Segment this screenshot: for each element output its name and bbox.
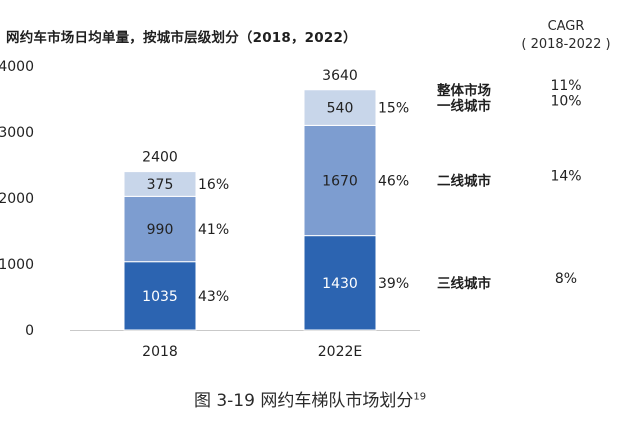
x-tick-label: 2018	[142, 344, 178, 360]
caption-text: 图 3-19 网约车梯队市场划分	[193, 391, 414, 411]
x-tick-label: 2022E	[318, 344, 362, 360]
cagr-header-period: ( 2018-2022 )	[521, 37, 611, 52]
legend-total-market: 整体市场	[437, 82, 491, 99]
bar-value-label: 1430	[322, 276, 358, 292]
y-tick-label-3000: 3000	[0, 125, 34, 141]
cagr-header-label: CAGR	[547, 19, 585, 34]
chart-title: 网约车市场日均单量，按城市层级划分（2018，2022）	[6, 30, 357, 46]
bar-segment-2022E-2	[303, 89, 377, 126]
legend-一线城市: 一线城市	[437, 98, 491, 115]
share-label: 39%	[378, 276, 409, 292]
share-label: 46%	[378, 174, 409, 190]
bar-segment-2018-0	[123, 261, 197, 331]
share-label: 16%	[198, 177, 229, 193]
total-label: 2400	[142, 150, 178, 166]
legend-二线城市: 二线城市	[437, 173, 491, 190]
cagr-二线城市: 14%	[550, 169, 581, 185]
cagr-header: CAGR ( 2018-2022 )	[516, 18, 616, 54]
bar-segment-2018-2	[123, 171, 197, 197]
y-tick-label-1000: 1000	[0, 257, 34, 273]
figure-caption: 图 3-19 网约车梯队市场划分19	[0, 386, 620, 411]
caption-superscript: 19	[413, 391, 427, 403]
bar-value-label: 1035	[142, 289, 178, 305]
bar-value-label: 1670	[322, 174, 358, 190]
bar-value-label: 990	[147, 222, 174, 238]
bar-value-label: 540	[327, 101, 354, 117]
bar-segment-2018-1	[123, 195, 197, 263]
bar-value-label: 375	[147, 177, 174, 193]
y-tick-label-4000: 4000	[0, 59, 34, 75]
share-label: 15%	[378, 101, 409, 117]
cagr-total-market: 11%	[550, 78, 581, 94]
total-label: 3640	[322, 68, 358, 84]
share-label: 41%	[198, 222, 229, 238]
y-tick-label-0: 0	[25, 323, 34, 339]
legend-三线城市: 三线城市	[437, 275, 491, 292]
cagr-一线城市: 10%	[550, 94, 581, 110]
bar-segment-2022E-1	[303, 124, 377, 237]
cagr-三线城市: 8%	[555, 271, 577, 287]
y-tick-label-2000: 2000	[0, 191, 34, 207]
share-label: 43%	[198, 289, 229, 305]
